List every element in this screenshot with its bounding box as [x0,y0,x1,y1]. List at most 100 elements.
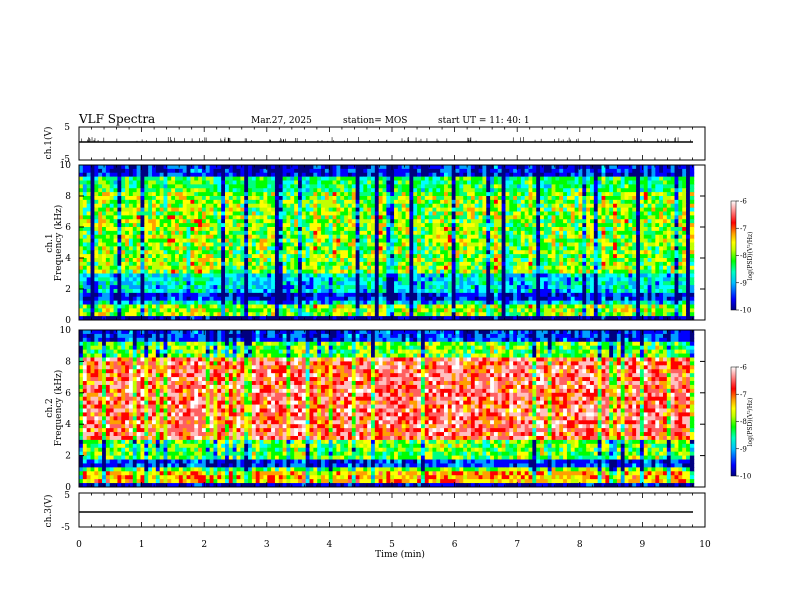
spectrogram-cell [520,254,526,259]
spectrogram-cell [317,188,322,193]
spectrogram-cell [636,254,641,259]
spectrogram-cell [194,203,199,209]
spectrogram-cell [455,168,460,174]
spectrogram-cell [639,207,645,213]
spectrogram-cell [547,196,553,201]
spectrogram-cell [363,180,368,185]
spectrogram-cell [686,207,691,213]
spectrogram-cell [324,250,330,255]
spectrogram-cell [501,203,506,209]
spectrogram-cell [636,165,641,170]
spectrogram-cell [670,207,676,213]
spectrogram-cell [528,246,533,251]
spectrogram-cell [678,165,683,170]
spectrogram-cell [132,184,138,189]
spectrogram-cell [221,277,226,282]
spectrogram-cell [324,258,330,263]
spectrogram-cell [305,168,311,174]
spectrogram-cell [163,219,168,224]
spectrogram-cell [444,172,449,178]
spectrogram-cell [455,203,460,209]
spectrogram-cell [632,196,637,201]
spectrogram-cell [213,176,218,182]
spectrogram-cell [609,176,614,182]
spectrogram-cell [528,234,533,240]
spectrogram-cell [148,269,153,275]
spectrogram-cell [689,165,695,170]
spectrogram-cell [240,196,245,201]
spectrogram-cell [417,277,422,282]
spectrogram-cell [236,203,241,209]
spectrogram-cell [386,188,391,193]
spectrogram-cell [382,250,387,255]
spectrogram-cell [409,230,414,236]
spectrogram-cell [447,180,453,185]
spectrogram-cell [578,165,583,170]
spectrogram-cell [205,230,211,236]
spectrogram-cell [359,242,364,247]
spectrogram-cell [493,196,499,201]
spectrogram-cell [540,254,545,259]
spectrogram-cell [540,211,545,216]
spectrogram-cell [524,261,530,267]
spectrogram-cell [175,203,180,209]
spectrogram-cell [578,254,583,259]
spectrogram-cell [543,176,549,182]
spectrogram-cell [221,199,226,205]
spectrogram-cell [117,277,122,282]
spectrogram-cell [182,273,188,278]
spectrogram-cell [620,277,626,282]
spectrogram-cell [201,242,207,247]
spectrogram-cell [505,207,510,213]
spectrogram-cell [409,203,414,209]
spectrogram-cell [509,250,514,255]
spectrogram-cell [482,227,487,232]
spectrogram-cell [401,199,407,205]
spectrogram-cell [163,211,168,216]
spectrogram-cell [478,261,483,267]
spectrogram-cell [144,242,149,247]
spectrogram-cell [213,227,218,232]
spectrogram-cell [79,273,84,278]
spectrogram-cell [155,273,161,278]
spectrogram-cell [355,250,360,255]
spectrogram-cell [520,246,526,251]
spectrogram-cell [290,230,295,236]
spectrogram-cell [336,219,341,224]
spectrogram-cell [94,281,99,286]
spectrogram-cell [555,234,560,240]
spectrogram-cell [616,230,622,236]
spectrogram-cell [225,165,230,170]
spectrogram-cell [294,269,299,275]
spectrogram-cell [613,230,618,236]
spectrogram-cell [482,265,487,271]
spectrogram-cell [305,165,311,170]
spectrogram-cell [105,234,111,240]
spectrogram-cell [225,234,230,240]
spectrogram-cell [90,172,95,178]
spectrogram-cell [155,265,161,271]
spectrogram-cell [478,242,483,247]
spectrogram-cell [597,211,603,216]
spectrogram-cell [274,234,280,240]
spectrogram-cell [432,165,437,170]
spectrogram-cell [517,261,522,267]
spectrogram-cell [409,223,414,228]
spectrogram-cell [663,261,668,267]
spectrogram-cell [636,211,641,216]
spectrogram-cell [175,184,180,189]
spectrogram-cell [186,192,191,197]
spectrogram-cell [413,234,418,240]
spectrogram-cell [355,234,360,240]
spectrogram-cell [317,176,322,182]
spectrogram-cell [390,211,395,216]
spectrogram-cell [79,219,84,224]
spectrogram-cell [636,261,641,267]
spectrogram-cell [386,230,391,236]
spectrogram-cell [470,261,476,267]
spectrogram-cell [79,277,84,282]
spectrogram-cell [528,199,533,205]
spectrogram-cell [613,265,618,271]
spectrogram-cell [397,199,403,205]
spectrogram-cell [324,242,330,247]
